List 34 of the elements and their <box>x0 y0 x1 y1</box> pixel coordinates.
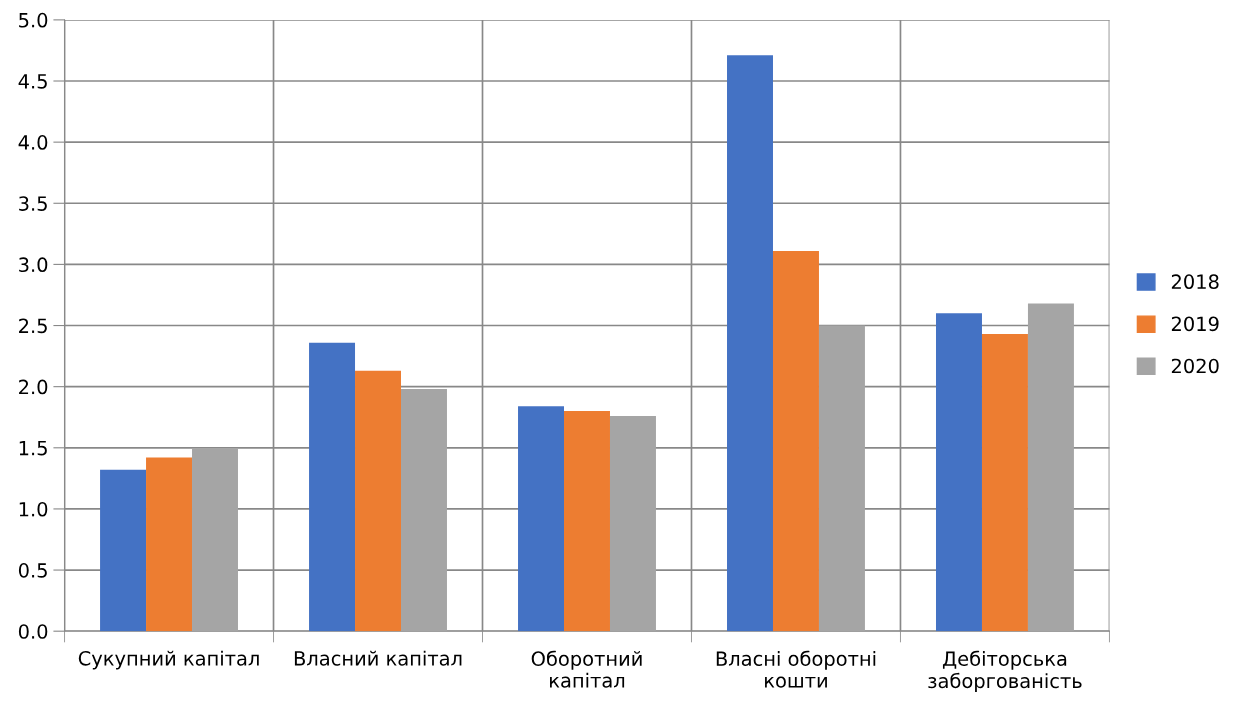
y-tick-label: 4.0 <box>18 135 48 150</box>
y-tick-label: 1.5 <box>19 441 47 456</box>
x-tick-label: Власний капітал <box>294 650 462 666</box>
y-tick-label: 3.5 <box>19 196 47 211</box>
x-tick-label: Власні оборотні кошти <box>716 650 876 688</box>
y-tick-label: 4.5 <box>18 74 47 89</box>
bar <box>564 411 610 632</box>
y-tick-label: 2.0 <box>19 379 48 395</box>
y-tick-label: 2.5 <box>19 318 47 334</box>
bar <box>936 313 982 632</box>
bar <box>609 416 656 632</box>
bar <box>309 342 356 632</box>
y-tick-label: 1.0 <box>19 501 48 517</box>
legend-label: 2018 <box>1171 274 1219 290</box>
bar <box>772 250 819 632</box>
bar <box>1027 303 1074 632</box>
y-tick-label: 3.0 <box>19 257 48 273</box>
y-tick-label: 5.0 <box>19 12 48 28</box>
x-tick-label: Дебіторська заборгованість <box>928 650 1082 692</box>
bar <box>818 325 865 632</box>
y-tick-label: 0.0 <box>18 624 48 639</box>
bar <box>401 389 447 632</box>
legend-label: 2019 <box>1171 316 1219 332</box>
y-tick-label: 0.5 <box>18 563 47 578</box>
legend-label: 2020 <box>1171 358 1219 374</box>
bar <box>727 55 773 632</box>
x-tick-label: Оборотний капітал <box>531 650 642 688</box>
bar <box>100 469 147 632</box>
bar <box>146 457 193 632</box>
bar <box>355 370 401 632</box>
bar <box>981 334 1028 632</box>
bar <box>518 406 564 632</box>
x-tick-label: Сукупний капітал <box>78 650 259 670</box>
bar <box>192 449 238 632</box>
